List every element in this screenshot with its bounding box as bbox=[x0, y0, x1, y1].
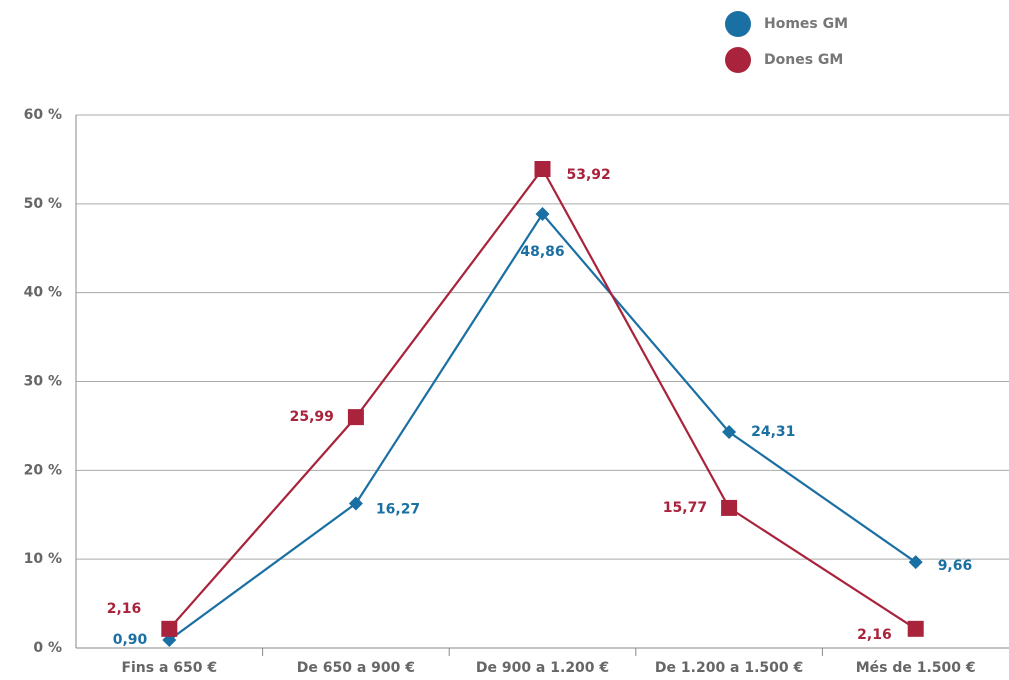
marker bbox=[534, 161, 551, 178]
legend-swatch bbox=[725, 47, 751, 73]
legend-label: Homes GM bbox=[764, 16, 848, 32]
y-tick-label: 30 % bbox=[24, 374, 62, 390]
legend-swatch bbox=[725, 11, 751, 37]
value-label: 2,16 bbox=[107, 601, 142, 617]
y-tick-label: 10 % bbox=[24, 551, 62, 567]
marker bbox=[722, 425, 737, 440]
marker bbox=[348, 496, 363, 511]
x-tick-label: De 900 a 1.200 € bbox=[476, 660, 609, 676]
marker bbox=[161, 620, 178, 637]
value-label: 53,92 bbox=[567, 167, 611, 183]
marker bbox=[535, 206, 550, 221]
series-line bbox=[168, 166, 917, 630]
value-label: 2,16 bbox=[857, 627, 892, 643]
y-tick-label: 20 % bbox=[24, 462, 62, 478]
marker bbox=[907, 620, 924, 637]
marker bbox=[347, 409, 364, 426]
series-line bbox=[168, 212, 917, 641]
y-tick-label: 0 % bbox=[33, 640, 62, 656]
x-tick-label: Fins a 650 € bbox=[121, 660, 217, 676]
value-label: 24,31 bbox=[751, 424, 795, 440]
y-tick-label: 50 % bbox=[24, 196, 62, 212]
value-label: 25,99 bbox=[290, 409, 334, 425]
value-label: 16,27 bbox=[376, 501, 420, 517]
value-label: 15,77 bbox=[663, 500, 707, 516]
y-tick-label: 40 % bbox=[24, 285, 62, 301]
x-tick-label: Més de 1.500 € bbox=[856, 660, 976, 676]
marker bbox=[721, 499, 738, 516]
value-label: 0,90 bbox=[113, 632, 148, 648]
marker bbox=[908, 555, 923, 570]
y-tick-label: 60 % bbox=[24, 107, 62, 123]
value-label: 48,86 bbox=[520, 244, 564, 260]
x-tick-label: De 650 a 900 € bbox=[297, 660, 415, 676]
x-tick-label: De 1.200 a 1.500 € bbox=[655, 660, 803, 676]
value-label: 9,66 bbox=[938, 558, 973, 574]
legend-label: Dones GM bbox=[764, 52, 843, 68]
